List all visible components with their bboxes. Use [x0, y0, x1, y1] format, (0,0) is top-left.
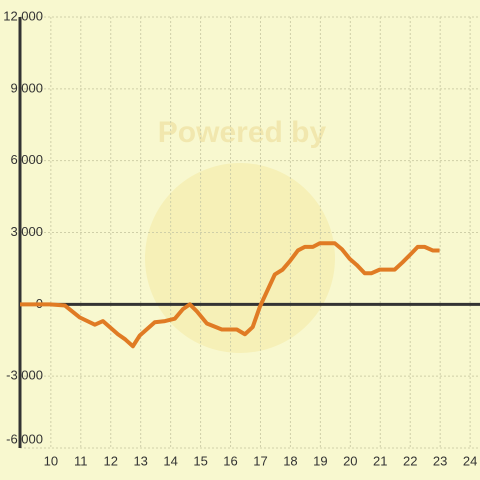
x-tick-label: 23 — [433, 453, 447, 468]
x-tick-label: 11 — [74, 453, 88, 468]
x-tick-label: 24 — [463, 453, 477, 468]
watermark: Powered by — [158, 116, 327, 149]
x-tick-label: 12 — [104, 453, 118, 468]
y-tick-label: 9,000 — [10, 80, 43, 95]
x-tick-label: 14 — [163, 453, 177, 468]
x-tick-label: 21 — [373, 453, 387, 468]
x-tick-label: 20 — [343, 453, 357, 468]
y-tick-label: -3,000 — [6, 368, 43, 383]
y-tick-label: -6,000 — [6, 431, 43, 446]
y-tick-label: 12,000 — [3, 8, 43, 23]
y-tick-label: 3,000 — [10, 224, 43, 239]
x-tick-label: 13 — [133, 453, 147, 468]
x-tick-label: 19 — [313, 453, 327, 468]
x-tick-label: 15 — [193, 453, 207, 468]
x-tick-label: 18 — [283, 453, 297, 468]
watermark-logo — [145, 163, 335, 353]
x-tick-label: 10 — [44, 453, 58, 468]
x-tick-label: 16 — [223, 453, 237, 468]
x-tick-label: 22 — [403, 453, 417, 468]
x-tick-label: 17 — [253, 453, 267, 468]
data-line — [20, 241, 440, 349]
y-tick-label: 6,000 — [10, 152, 43, 167]
